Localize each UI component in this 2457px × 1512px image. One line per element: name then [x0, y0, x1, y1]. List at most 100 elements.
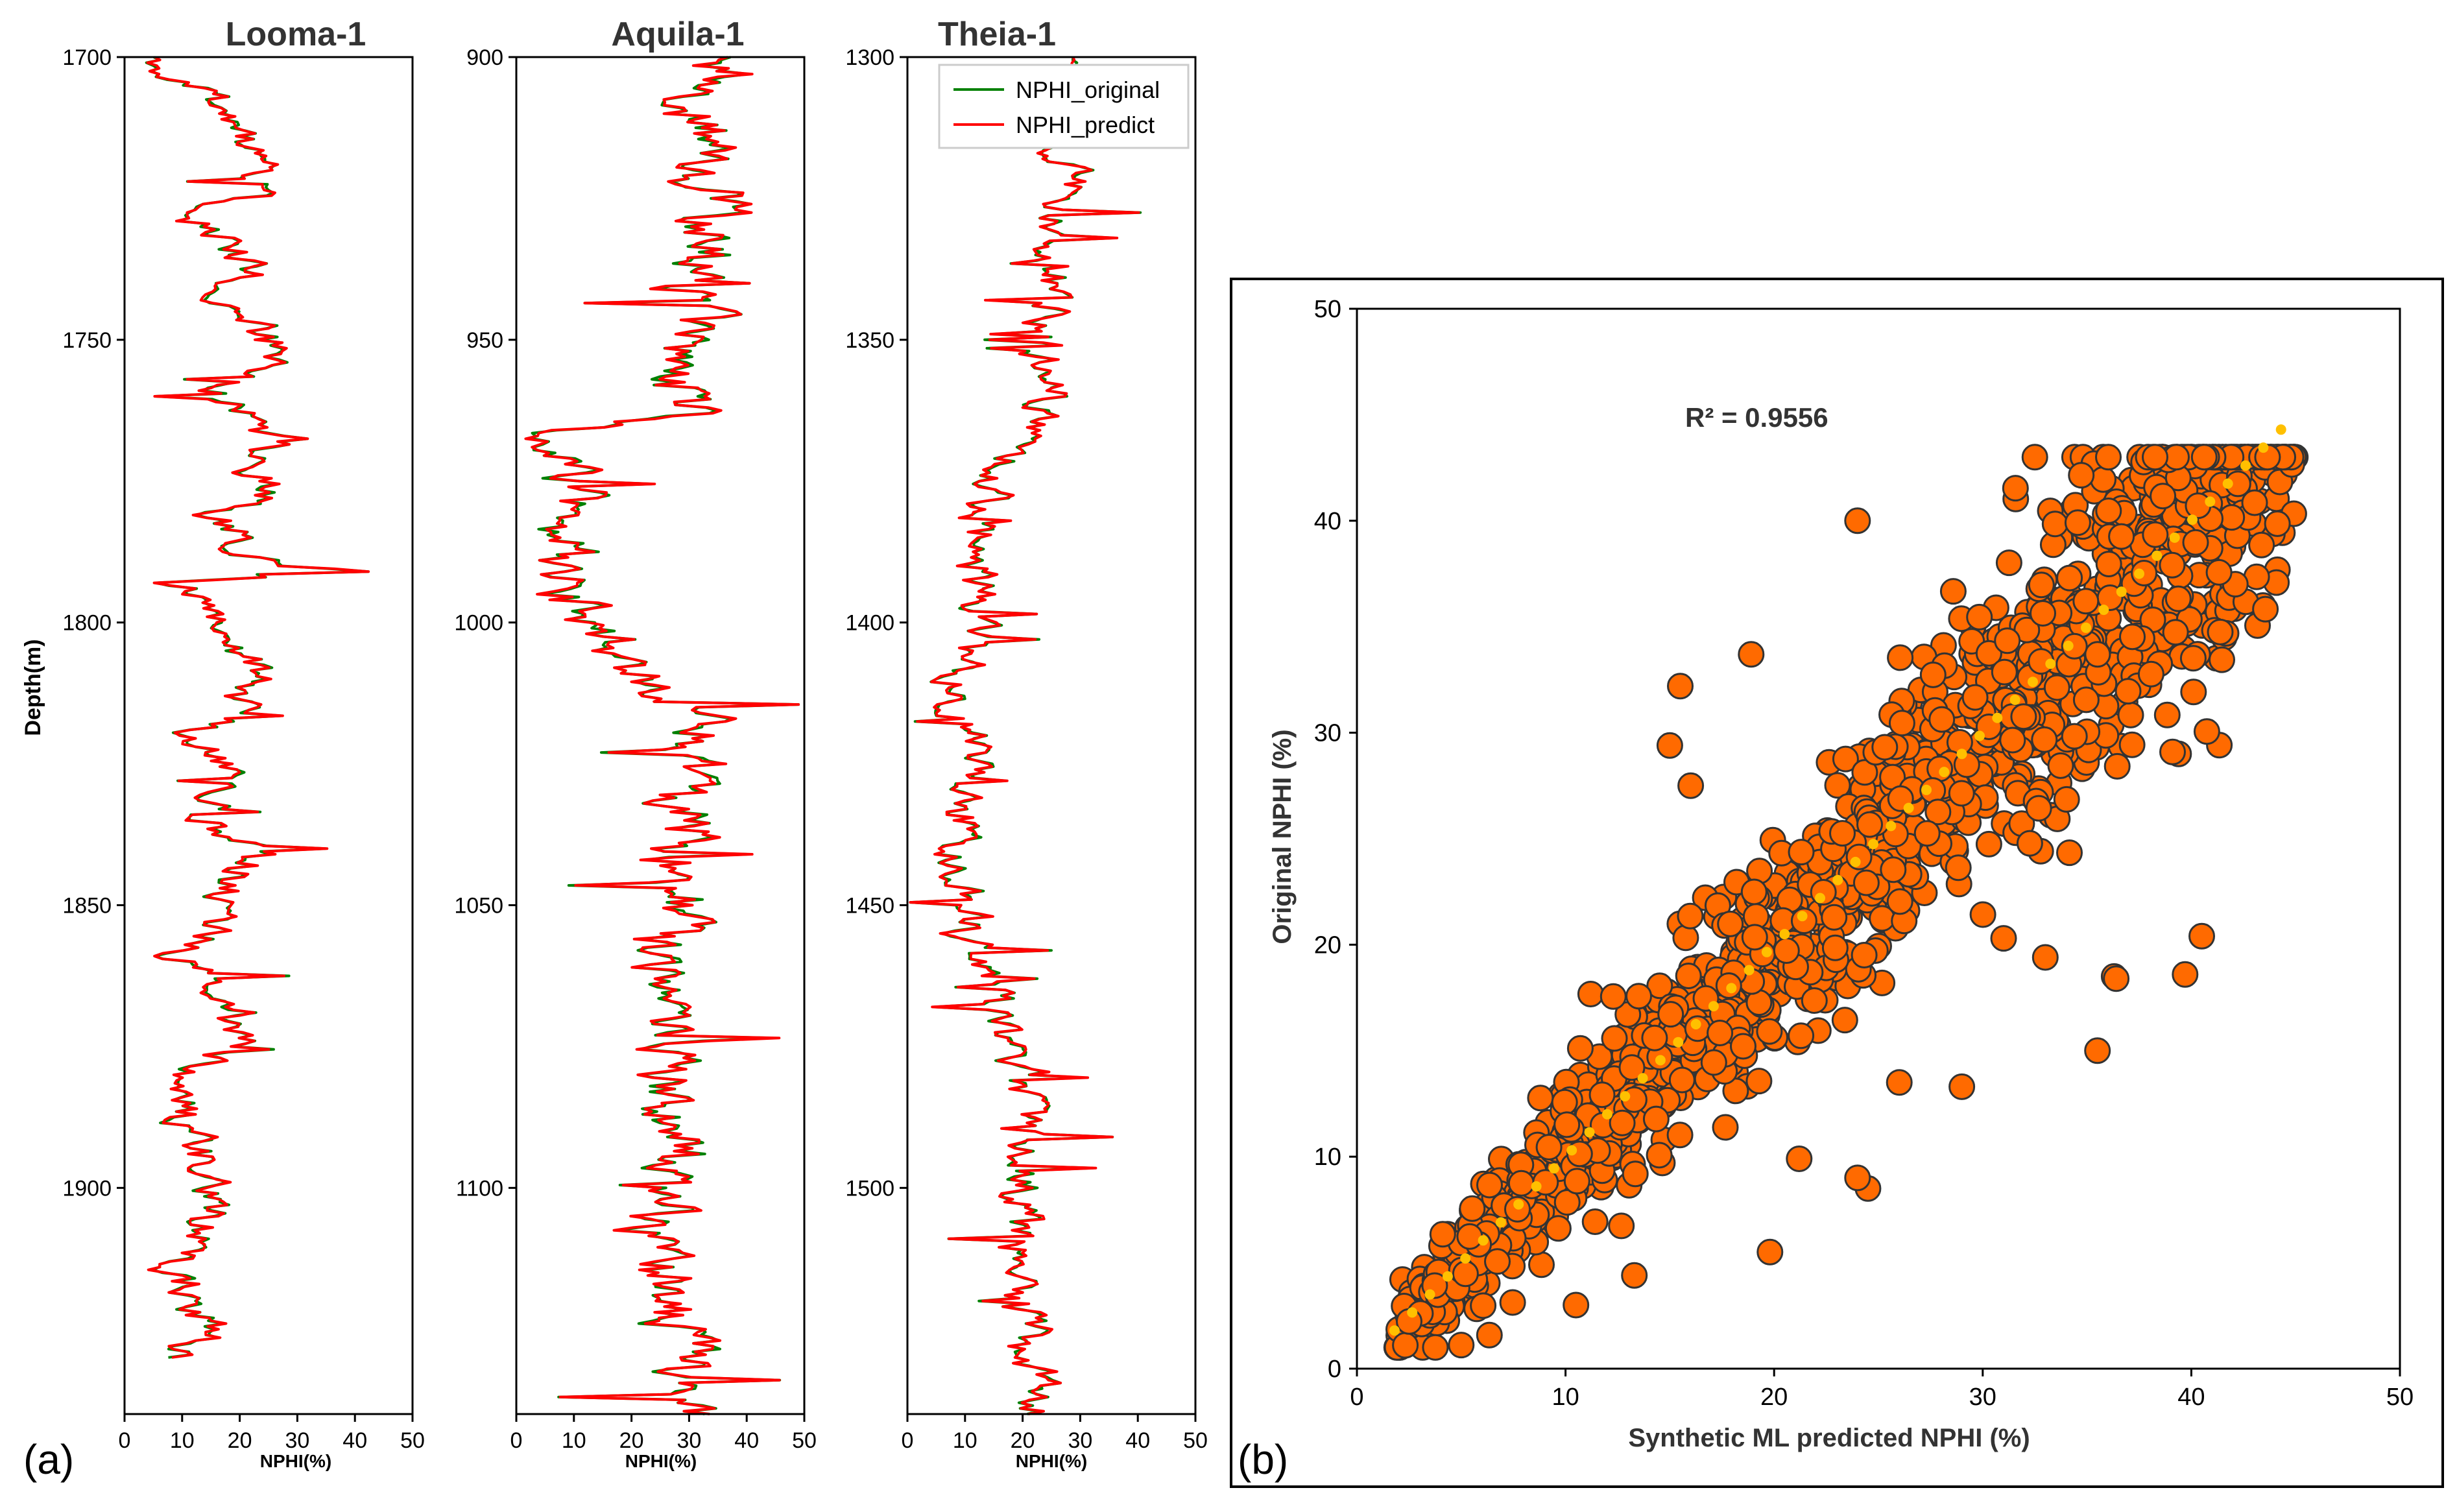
trendline-dot	[1389, 1325, 1400, 1336]
y-tick-label: 0	[1328, 1356, 1341, 1383]
trendline-dot	[2222, 478, 2233, 489]
scatter-point	[1528, 1251, 1555, 1278]
scatter-point	[1829, 820, 1856, 847]
trendline-dot	[1974, 730, 1985, 741]
scatter-point	[2043, 674, 2070, 701]
scatter-point	[1844, 507, 1871, 534]
scatter-point	[1832, 745, 1859, 773]
scatter-point	[2053, 786, 2080, 813]
scatter-point	[1429, 1221, 1456, 1248]
trendline-dot	[1708, 1001, 1719, 1012]
scatter-point	[1677, 772, 1705, 799]
x-tick-label: 30	[677, 1428, 701, 1453]
y-tick-label: 1350	[845, 328, 894, 353]
y-tick-label: 1750	[62, 328, 112, 353]
trendline-dot	[2081, 622, 2091, 633]
scatter-point	[2150, 483, 2177, 510]
trendline-dot	[2028, 677, 2038, 688]
scatter-point	[2095, 444, 2122, 471]
trendline-dot	[1779, 929, 1790, 940]
trendline-dot	[2187, 514, 2198, 525]
scatter-point	[2031, 726, 2058, 753]
scatter-point	[2119, 623, 2146, 651]
scatter-point	[2041, 510, 2068, 538]
scatter-point	[2056, 564, 2083, 592]
scatter-point	[2159, 551, 2186, 579]
scatter-point	[2025, 795, 2052, 822]
scatter-point	[2153, 701, 2181, 728]
y-tick-label: 1700	[62, 45, 112, 70]
well-log-theia-1: Theia-1 NPHI(%) 0 10 20 30 40 50 1300 1350 1400 1…	[845, 16, 1208, 1471]
scatter-point	[2032, 944, 2059, 971]
scatter-point	[2021, 444, 2048, 471]
plot-frame	[515, 56, 806, 1415]
trendline-dot	[1637, 1073, 1648, 1084]
scatter-point	[1600, 983, 1627, 1010]
scatter-plot: 0 10 20 30 40 50 0 10 20 30 40 50 Synthetic ML predi…	[1268, 296, 2414, 1452]
x-tick-label: 40	[342, 1428, 367, 1453]
scatter-point	[2095, 498, 2122, 524]
scatter-point	[1738, 641, 1765, 668]
trendline-dot	[2116, 586, 2127, 597]
panel-b-label: (b)	[1238, 1436, 1288, 1483]
scatter-point	[1995, 549, 2022, 577]
x-tick-label: 10	[1552, 1384, 1579, 1411]
trendline-dot	[2063, 640, 2074, 651]
x-tick-label: 0	[510, 1428, 523, 1453]
trendline-dot	[1495, 1217, 1506, 1228]
scatter-point	[2103, 752, 2131, 780]
scatter-point	[1609, 1109, 1636, 1136]
scatter-point	[1975, 640, 2002, 667]
scatter-point	[1740, 878, 1768, 906]
y-tick-label: 950	[466, 328, 503, 353]
scatter-point	[1470, 1292, 1497, 1319]
scatter-point	[2030, 600, 2056, 627]
trendline-dot	[1690, 1019, 1701, 1029]
plot-frame	[123, 56, 414, 1415]
scatter-point	[1851, 942, 1878, 968]
trendline-dot	[1673, 1037, 1684, 1048]
scatter-point	[2207, 618, 2234, 645]
well-title-theia-1: Theia-1	[938, 16, 1056, 53]
scatter-point	[1886, 888, 1913, 915]
y-tick-label: 30	[1314, 720, 1341, 747]
scatter-point	[2159, 738, 2186, 765]
trendline-dot	[1620, 1091, 1631, 1102]
scatter-point	[1621, 1262, 1648, 1289]
scatter-point	[1928, 706, 1956, 733]
scatter-point	[1667, 673, 1694, 700]
scatter-point	[2142, 444, 2168, 471]
x-tick-label: 0	[902, 1428, 914, 1453]
scatter-point	[2028, 571, 2055, 599]
trendline-dot	[1797, 911, 1808, 922]
y-tick-label: 1300	[845, 45, 894, 70]
trendline-dot	[1761, 946, 1772, 957]
scatter-point	[1448, 1332, 1475, 1359]
scatter-point	[1527, 1085, 1554, 1112]
scatter-point	[2264, 510, 2291, 537]
scatter-point	[1581, 1208, 1609, 1235]
trendline-dot	[1850, 856, 1861, 867]
scatter-point	[1456, 1223, 1483, 1250]
scatter-point	[2090, 466, 2116, 493]
scatter-point	[1566, 1035, 1594, 1062]
trendline-dot	[2151, 550, 2163, 561]
scatter-point	[2061, 632, 2088, 660]
scatter-point	[2182, 529, 2209, 556]
scatter-point	[2095, 551, 2122, 577]
scatter-point	[2241, 489, 2268, 516]
x-tick-label: 20	[619, 1428, 644, 1453]
series-line-nphi-predict	[909, 56, 1140, 1415]
scatter-point	[1459, 1195, 1486, 1222]
well-log-aquila-1: Aquila-1 NPHI(%) 0 10 20 30 40 50 900 950 1000 10…	[454, 16, 817, 1471]
scatter-point	[1856, 811, 1883, 838]
trendline-dot	[2134, 568, 2144, 579]
panel-a-label: (a)	[23, 1436, 74, 1483]
well-title-aquila-1: Aquila-1	[611, 16, 744, 53]
trendline-dot	[1903, 802, 1914, 813]
y-tick-label: 40	[1314, 508, 1341, 535]
y-tick-label: 1050	[454, 894, 503, 918]
scatter-point	[2137, 660, 2164, 688]
trendline-dot	[2275, 424, 2286, 435]
scatter-point	[1887, 644, 1914, 671]
